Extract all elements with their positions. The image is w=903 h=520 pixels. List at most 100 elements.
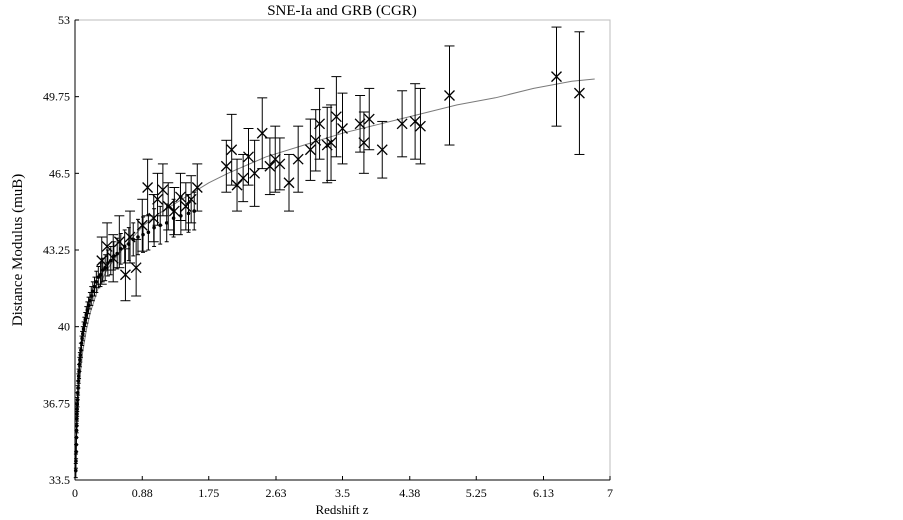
sne-point: [90, 281, 95, 302]
grb-point: [314, 87, 326, 160]
data-points: [73, 26, 585, 479]
x-tick-label: 2.63: [266, 486, 287, 500]
grb-point: [337, 92, 348, 165]
x-tick-label: 6.13: [533, 486, 554, 500]
x-tick-label: 7: [607, 486, 613, 500]
x-marker: [162, 200, 174, 212]
x-marker: [226, 144, 238, 156]
sne-point: [103, 254, 108, 282]
x-tick-label: 5.25: [466, 486, 487, 500]
x-marker: [376, 144, 388, 156]
x-marker: [119, 269, 131, 281]
dot-marker: [91, 289, 95, 294]
sne-point: [94, 270, 99, 293]
y-tick-label: 33.5: [49, 473, 70, 487]
grb-point: [330, 76, 342, 158]
grb-point: [354, 94, 366, 153]
grb-point: [157, 163, 169, 217]
grb-point: [325, 104, 337, 181]
x-marker: [292, 153, 304, 165]
y-axis-label: Distance Modulus (muB): [10, 174, 26, 326]
grb-point: [220, 139, 232, 193]
grb-point: [168, 186, 180, 236]
sne-point: [135, 218, 140, 256]
x-marker: [130, 262, 142, 274]
x-marker: [96, 255, 108, 267]
x-marker: [231, 179, 243, 191]
grb-point: [256, 97, 268, 170]
x-tick-label: 4.38: [399, 486, 420, 500]
grb-point: [101, 222, 113, 271]
x-marker: [175, 191, 186, 203]
grb-point: [124, 210, 136, 264]
dot-marker: [79, 341, 84, 345]
x-marker: [180, 200, 192, 212]
x-marker: [337, 123, 348, 134]
x-marker: [444, 90, 455, 101]
grb-point: [175, 172, 186, 222]
dot-marker: [78, 353, 83, 357]
x-marker: [107, 252, 119, 264]
grb-point: [142, 158, 154, 217]
y-tick-label: 49.75: [43, 90, 70, 104]
grb-point: [237, 153, 249, 203]
grb-point: [243, 128, 254, 186]
grb-point: [304, 118, 316, 181]
grb-point: [444, 45, 455, 146]
x-marker: [101, 241, 113, 252]
y-tick-label: 40: [58, 320, 70, 334]
dot-marker: [186, 211, 191, 216]
x-marker: [274, 158, 286, 170]
x-marker: [124, 231, 136, 243]
x-tick-label: 0.88: [132, 486, 153, 500]
grb-point: [130, 238, 142, 297]
x-marker: [358, 137, 370, 149]
x-marker: [220, 160, 232, 172]
x-marker: [363, 113, 375, 125]
grb-point: [396, 90, 408, 158]
dot-marker: [103, 265, 107, 270]
y-axis: 33.5 36.75 40 43.25 46.5 49.75 53: [43, 13, 79, 487]
dot-marker: [73, 468, 78, 473]
grb-point: [414, 87, 426, 165]
x-marker: [414, 120, 426, 132]
grb-point: [363, 87, 375, 151]
x-marker: [185, 193, 197, 205]
x-axis-label: Redshift z: [315, 502, 368, 517]
x-tick-label: 3.5: [335, 486, 350, 500]
x-tick-label: 0: [72, 486, 78, 500]
x-marker: [249, 167, 261, 179]
x-tick-label: 1.75: [198, 486, 219, 500]
grb-point: [119, 248, 131, 302]
grb-point: [107, 234, 119, 283]
grb-point: [249, 139, 261, 207]
grb-point: [96, 236, 108, 285]
dot-marker: [96, 275, 101, 279]
grb-point: [113, 215, 125, 269]
sne-point: [146, 214, 151, 251]
dot-marker: [136, 235, 140, 239]
grb-point: [152, 172, 164, 226]
x-marker: [136, 219, 148, 231]
grb-point: [231, 158, 243, 212]
grb-point: [162, 182, 174, 231]
y-tick-label: 43.25: [43, 243, 70, 257]
x-marker: [314, 118, 326, 130]
x-marker: [573, 87, 585, 99]
x-marker: [264, 160, 276, 172]
grb-point: [292, 125, 304, 193]
grb-point: [409, 83, 421, 160]
chart-title: SNE-Ia and GRB (CGR): [267, 3, 417, 19]
dot-marker: [92, 284, 97, 289]
grb-point: [226, 113, 238, 186]
grb-point: [376, 120, 388, 179]
y-tick-label: 46.5: [49, 166, 70, 180]
grb-point: [136, 198, 148, 252]
sne-point: [89, 286, 94, 306]
grb-point: [191, 163, 203, 212]
x-marker: [283, 177, 295, 189]
x-marker: [113, 236, 125, 248]
grb-point: [274, 137, 286, 191]
x-marker: [168, 205, 180, 217]
